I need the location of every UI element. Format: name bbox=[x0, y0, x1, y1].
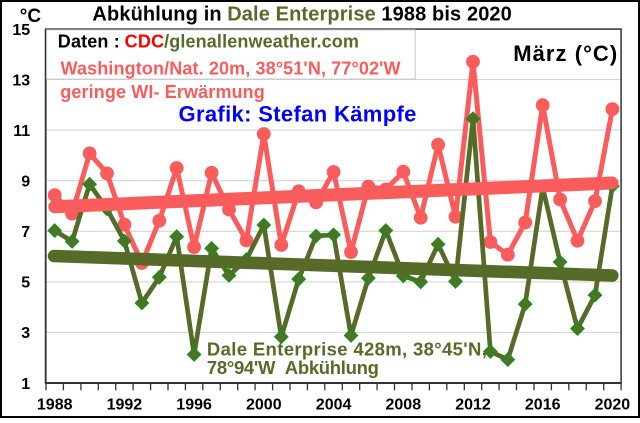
svg-text:2020: 2020 bbox=[595, 397, 631, 414]
svg-text:13: 13 bbox=[12, 72, 30, 89]
svg-text:Grafik: Stefan Kämpfe: Grafik: Stefan Kämpfe bbox=[179, 101, 417, 126]
svg-text:3: 3 bbox=[21, 325, 30, 342]
svg-text:/glenallenweather.com: /glenallenweather.com bbox=[164, 32, 359, 52]
svg-text:CDC: CDC bbox=[125, 32, 165, 52]
svg-text:2008: 2008 bbox=[386, 397, 422, 414]
svg-text:1988 bis 2020: 1988 bis 2020 bbox=[381, 4, 511, 26]
svg-text:7: 7 bbox=[21, 224, 30, 241]
svg-text:2016: 2016 bbox=[525, 397, 561, 414]
svg-text:1992: 1992 bbox=[107, 397, 143, 414]
svg-text:Abkühlung in: Abkühlung in bbox=[92, 4, 221, 26]
svg-text:Washington/Nat. 20m, 38°51'N,: Washington/Nat. 20m, 38°51'N, 77°02'W bbox=[61, 59, 401, 79]
svg-text:1988: 1988 bbox=[37, 397, 73, 414]
svg-text:2000: 2000 bbox=[246, 397, 282, 414]
svg-text:Daten :: Daten : bbox=[58, 32, 120, 52]
svg-text:1996: 1996 bbox=[176, 397, 212, 414]
svg-text:9: 9 bbox=[21, 174, 30, 191]
svg-text:11: 11 bbox=[13, 123, 30, 140]
svg-text:5: 5 bbox=[21, 275, 30, 292]
svg-text:Dale Enterprise: Dale Enterprise bbox=[227, 4, 376, 26]
svg-text:März (°C): März (°C) bbox=[513, 41, 617, 66]
svg-text:78°94'W Abkühlung: 78°94'W Abkühlung bbox=[207, 357, 379, 378]
svg-text:2012: 2012 bbox=[455, 397, 491, 414]
svg-text:°C: °C bbox=[20, 6, 42, 27]
svg-text:2004: 2004 bbox=[316, 397, 352, 414]
svg-text:15: 15 bbox=[12, 22, 30, 39]
svg-text:geringe WI- Erwärmung: geringe WI- Erwärmung bbox=[60, 82, 264, 102]
svg-text:1: 1 bbox=[21, 376, 30, 393]
svg-text:Dale Enterprise 428m, 38°45'N,: Dale Enterprise 428m, 38°45'N, bbox=[207, 339, 487, 360]
